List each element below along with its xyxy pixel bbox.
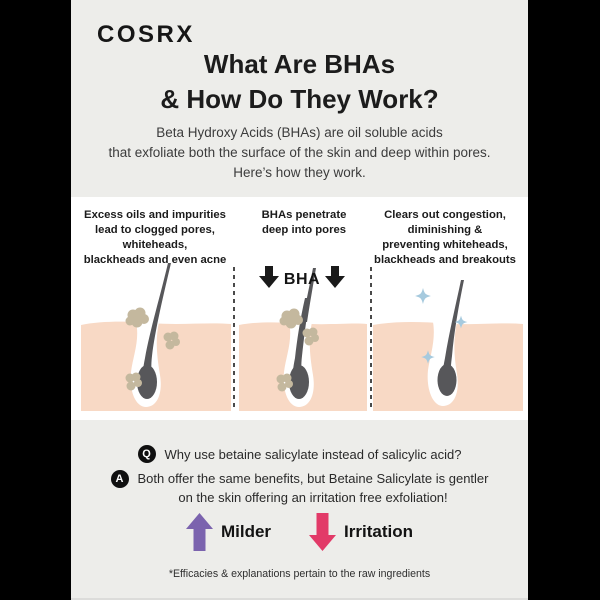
illustration-band: Excess oils and impurities lead to clogg…	[71, 197, 528, 420]
impurity-blob	[125, 372, 142, 391]
intro-line-3: Here’s how they work.	[233, 165, 366, 180]
panel-3-caption-line: preventing whiteheads,	[382, 239, 508, 251]
impurity-blob	[163, 331, 180, 350]
sparkles	[415, 288, 468, 364]
q-badge: Q	[137, 445, 156, 463]
panel-2-caption-line: BHAs penetrate	[261, 209, 347, 221]
panel-1-caption-line: blackheads and even acne	[83, 254, 227, 266]
panel-2-caption-line: deep into pores	[261, 224, 347, 236]
panel-3-caption: Clears out congestion, diminishing & pre…	[365, 208, 525, 268]
answer-line-2: on the skin offering an irritation free …	[178, 490, 448, 505]
hair-shape-lower	[289, 298, 310, 399]
milder-label: Milder	[220, 522, 272, 541]
impurity-blobs	[125, 307, 180, 391]
panel-2-caption: BHAs penetrate deep into pores	[239, 208, 369, 238]
footnote-text: *Efficacies & explanations pertain to th…	[168, 568, 431, 580]
page-title-line-2: & How Do They Work?	[160, 84, 439, 114]
bha-arrows	[259, 266, 345, 288]
panel-1-caption-line: whiteheads,	[122, 239, 188, 251]
milder-up-arrow-icon	[185, 513, 213, 551]
panel-divider-2	[370, 267, 372, 411]
a-badge: A	[110, 470, 129, 488]
panel-1-illustration	[81, 263, 231, 411]
impurity-blob	[276, 373, 293, 392]
brand-logo: COSRX	[97, 21, 195, 48]
intro-line-2: that exfoliate both the surface of the s…	[108, 145, 491, 160]
irritation-label: Irritation	[344, 522, 413, 541]
panel-divider-1	[233, 267, 235, 411]
impurity-blob	[125, 307, 149, 328]
hair-shape	[137, 263, 171, 399]
right-black-bar	[528, 0, 600, 600]
irritation-down-arrow-icon	[309, 513, 337, 551]
panel-3-caption-line: blackheads and breakouts	[374, 254, 516, 266]
panel-3-illustration	[373, 280, 523, 411]
left-black-bar	[0, 0, 71, 600]
sparkle-icon	[421, 350, 435, 364]
impurity-blobs	[276, 308, 319, 392]
hair-shape	[437, 280, 464, 396]
intro-paragraph: Beta Hydroxy Acids (BHAs) are oil solubl…	[71, 123, 528, 183]
panel-1-caption: Excess oils and impurities lead to clogg…	[75, 208, 235, 268]
panel-1-caption-line: lead to clogged pores,	[95, 224, 215, 236]
impurity-blob	[279, 308, 303, 329]
question-text: Why use betaine salicylate instead of sa…	[164, 446, 462, 462]
sparkle-icon	[454, 315, 468, 329]
panel-3-caption-line: Clears out congestion,	[384, 209, 506, 221]
impurity-blob	[302, 327, 319, 346]
question-row: Q Why use betaine salicylate instead of …	[71, 445, 528, 463]
panel-3-caption-line: diminishing &	[407, 224, 483, 236]
mildness-scale: Milder Irritation	[71, 513, 528, 551]
page-title: What Are BHAs & How Do They Work?	[71, 47, 528, 117]
answer-text: Both offer the same benefits, but Betain…	[138, 469, 489, 507]
bha-label: BHA	[284, 271, 320, 288]
intro-line-1: Beta Hydroxy Acids (BHAs) are oil solubl…	[156, 125, 443, 140]
infographic-content: COSRX What Are BHAs & How Do They Work? …	[71, 0, 528, 600]
panel-2-illustration: BHA	[239, 266, 367, 411]
panel-1-caption-line: Excess oils and impurities	[84, 209, 226, 221]
bha-down-arrow-left	[259, 266, 279, 288]
bottom-edge-line	[71, 598, 528, 600]
sparkle-icon	[415, 288, 431, 304]
page-title-line-1: What Are BHAs	[203, 49, 396, 79]
answer-line-1: Both offer the same benefits, but Betain…	[137, 471, 489, 486]
bha-down-arrow-right	[325, 266, 345, 288]
answer-row: A Both offer the same benefits, but Beta…	[71, 469, 528, 507]
